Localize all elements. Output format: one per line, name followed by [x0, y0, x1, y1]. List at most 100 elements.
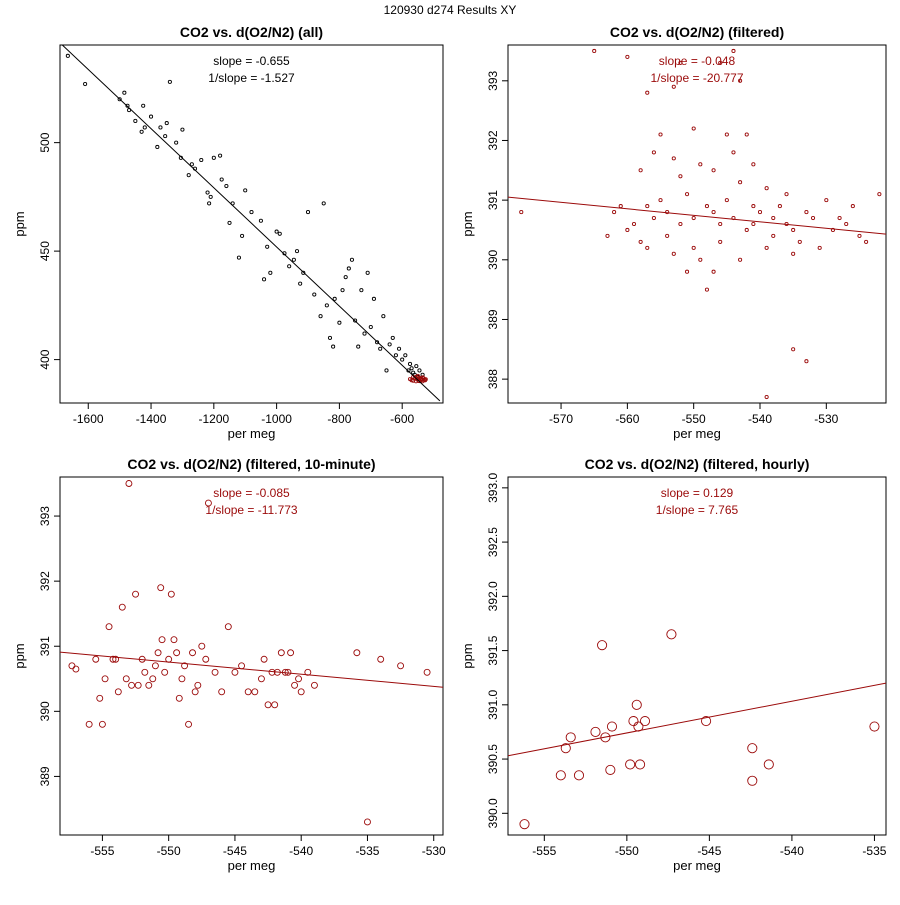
data-point: [658, 132, 663, 137]
x-tick-label: -1600: [73, 412, 104, 426]
data-point: [691, 126, 696, 131]
data-point: [777, 204, 782, 209]
data-point: [384, 368, 389, 373]
data-point: [92, 655, 100, 663]
data-point: [161, 668, 169, 676]
slope-annotation: 1/slope = 7.765: [656, 503, 739, 517]
data-point: [590, 726, 601, 737]
data-point: [231, 668, 239, 676]
data-point: [141, 668, 149, 676]
plot-panel-1: CO2 vs. d(O2/N2) (all) -1600 -1400 -1200 -10…: [12, 24, 444, 441]
data-point: [747, 743, 758, 754]
data-point: [114, 688, 122, 696]
y-tick-label: 393.0: [486, 473, 500, 503]
data-point: [227, 220, 232, 225]
y-tick-label: 390: [38, 701, 52, 721]
data-point: [158, 636, 166, 644]
slope-annotation: slope = -0.048: [659, 54, 736, 68]
data-point: [645, 245, 650, 250]
data-point: [597, 640, 608, 651]
data-point: [393, 353, 398, 358]
data-point: [678, 174, 683, 179]
data-point: [178, 675, 186, 683]
data-point: [618, 204, 623, 209]
data-point: [170, 636, 178, 644]
data-point: [638, 239, 643, 244]
data-point: [406, 368, 411, 373]
data-point: [208, 194, 213, 199]
data-point: [163, 134, 168, 139]
y-tick-label: 392: [38, 571, 52, 591]
data-point: [181, 662, 189, 670]
data-point: [180, 127, 185, 132]
data-point: [751, 204, 756, 209]
data-point: [224, 623, 232, 631]
data-point: [645, 204, 650, 209]
y-tick-label: 389: [486, 309, 500, 329]
data-point: [218, 688, 226, 696]
data-point: [85, 720, 93, 728]
x-axis-label: per meg: [228, 426, 276, 441]
data-point: [155, 144, 160, 150]
data-point: [731, 150, 736, 155]
data-point: [387, 342, 392, 347]
data-point: [791, 251, 796, 256]
data-point: [423, 377, 428, 382]
plot-frame: [59, 476, 444, 836]
data-point: [403, 353, 408, 358]
y-tick-label: 391: [486, 190, 500, 210]
data-point: [265, 244, 270, 249]
data-point: [238, 662, 246, 670]
data-point: [771, 233, 776, 238]
y-tick-label: 392.0: [486, 581, 500, 611]
y-tick-label: 390.5: [486, 744, 500, 774]
data-point: [671, 84, 676, 89]
x-tick-label: -800: [327, 412, 351, 426]
data-point: [145, 681, 153, 689]
y-tick-label: 391.5: [486, 635, 500, 665]
data-point: [560, 743, 571, 754]
data-point: [268, 270, 273, 275]
x-tick-label: -600: [390, 412, 414, 426]
data-point: [738, 257, 743, 262]
data-point: [318, 314, 323, 319]
plot-frame: [507, 44, 887, 404]
data-point: [118, 603, 126, 611]
data-point: [390, 335, 395, 340]
y-axis-label: ppm: [12, 211, 27, 236]
data-point: [149, 675, 157, 683]
data-point: [396, 346, 402, 351]
data-point: [685, 192, 690, 197]
data-point: [122, 90, 127, 95]
data-point: [744, 227, 749, 233]
data-point: [349, 257, 355, 262]
data-point: [519, 819, 530, 830]
data-point: [804, 210, 809, 215]
data-point: [718, 239, 723, 244]
data-point: [377, 655, 385, 663]
data-point: [291, 681, 299, 689]
data-point: [751, 162, 756, 167]
data-point: [651, 215, 656, 221]
y-axis-label: ppm: [460, 211, 475, 236]
data-point: [236, 255, 241, 260]
data-point: [678, 60, 683, 65]
data-point: [96, 694, 104, 702]
x-tick-label: -550: [682, 412, 706, 426]
data-point: [83, 82, 88, 87]
data-point: [724, 132, 729, 137]
data-point: [218, 153, 223, 158]
data-point: [804, 359, 809, 364]
data-point: [294, 249, 300, 254]
data-point: [698, 162, 703, 167]
y-tick-label: 500: [38, 132, 52, 152]
y-axis-label: ppm: [12, 643, 27, 668]
slope-annotation: slope = 0.129: [661, 486, 734, 500]
data-point: [340, 288, 345, 293]
data-point: [631, 699, 642, 710]
x-tick-label: -530: [814, 412, 838, 426]
data-point: [240, 233, 245, 238]
data-point: [277, 231, 282, 236]
data-point: [353, 649, 361, 657]
